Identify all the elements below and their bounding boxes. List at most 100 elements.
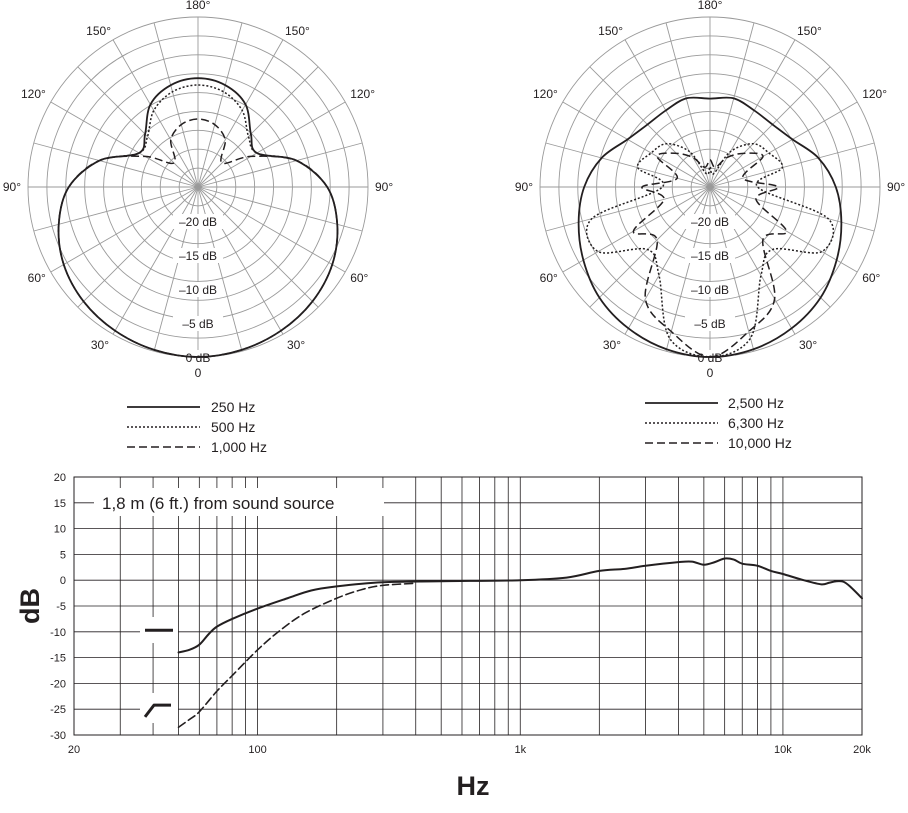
y-tick-label: -15 <box>50 653 66 665</box>
ring-label-backdrop <box>685 248 735 263</box>
title-backdrop <box>94 488 384 516</box>
ring-label: –15 dB <box>691 249 729 263</box>
grid-spoke <box>112 186 199 335</box>
grid-spoke <box>709 142 875 188</box>
angle-label: 90° <box>3 180 21 194</box>
angle-label: 90° <box>375 180 393 194</box>
angle-label: 150° <box>797 24 822 38</box>
ring-label: –5 dB <box>694 317 725 331</box>
ring-label-backdrop <box>173 248 223 263</box>
x-tick-label: 20 <box>68 744 80 756</box>
grid-spoke <box>709 186 796 335</box>
angle-label: 180° <box>186 0 211 12</box>
angle-label: 120° <box>862 87 887 101</box>
grid-spoke <box>50 186 199 273</box>
angle-label: 30° <box>603 338 621 352</box>
y-axis-label: dB <box>15 588 45 624</box>
legend-label: 250 Hz <box>211 399 255 415</box>
grid-spoke <box>77 66 199 188</box>
angle-label: 60° <box>540 271 558 285</box>
grid-spoke <box>709 186 858 273</box>
legend-label: 2,500 Hz <box>728 395 784 411</box>
grid-spoke <box>709 101 858 188</box>
legend-label: 500 Hz <box>211 419 255 435</box>
angle-label: 0 <box>195 366 202 380</box>
angle-label: 120° <box>21 87 46 101</box>
grid-spoke <box>197 39 284 188</box>
y-tick-label: -25 <box>50 704 66 716</box>
grid-spoke <box>197 186 319 308</box>
legend-low-frequencies: 250 Hz 500 Hz 1,000 Hz <box>127 399 267 455</box>
polar-chart-high-frequencies: 180° 150° 150° 120° 120° 90° 90° 60° 60° 30° 30° 0 –… <box>515 0 906 380</box>
grid-spoke <box>545 142 711 188</box>
grid-spoke <box>624 39 711 188</box>
grid-spoke <box>709 39 796 188</box>
frequency-grid <box>73 476 863 736</box>
grid-spoke <box>197 22 243 188</box>
x-tick-label: 1k <box>514 744 526 756</box>
polar-grid <box>539 16 881 358</box>
grid-spoke <box>624 186 711 335</box>
x-tick-label: 20k <box>853 744 871 756</box>
polar-series-curve <box>632 152 788 358</box>
grid-spoke <box>33 142 199 188</box>
polar-chart-low-frequencies: 180° 150° 150° 120° 120° 90° 90° 60° 60° 30° 30° 0 –… <box>3 0 394 380</box>
y-tick-label: 20 <box>54 472 66 484</box>
grid-spoke <box>33 186 199 232</box>
angle-label: 60° <box>28 271 46 285</box>
grid-spoke <box>709 186 875 232</box>
angle-label: 60° <box>862 271 880 285</box>
grid-spoke <box>197 186 346 273</box>
angle-label: 30° <box>287 338 305 352</box>
grid-spoke <box>197 186 284 335</box>
polar-series-curve <box>577 96 843 358</box>
low-cut-setting-icon <box>143 703 171 718</box>
x-tick-label: 10k <box>774 744 792 756</box>
y-tick-label: -10 <box>50 627 66 639</box>
grid-spoke <box>589 66 711 188</box>
ring-label: –20 dB <box>179 215 217 229</box>
angle-label: 30° <box>91 338 109 352</box>
y-tick-label: -20 <box>50 678 66 690</box>
legend-high-frequencies: 2,500 Hz 6,300 Hz 10,000 Hz <box>645 395 792 451</box>
response-curve <box>177 557 863 654</box>
grid-spoke <box>153 22 199 188</box>
legend-label: 6,300 Hz <box>728 415 784 431</box>
angle-label: 180° <box>698 0 723 12</box>
x-axis-label: Hz <box>457 771 490 801</box>
angle-label: 60° <box>350 271 368 285</box>
grid-spoke <box>197 66 319 188</box>
legend-label: 1,000 Hz <box>211 439 267 455</box>
ring-label-backdrop <box>685 316 735 331</box>
ring-label: –10 dB <box>179 283 217 297</box>
rolloff-switch-symbols <box>140 617 178 723</box>
y-tick-label: 15 <box>54 498 66 510</box>
legend-label: 10,000 Hz <box>728 435 792 451</box>
grid-spoke <box>709 186 831 308</box>
grid-spoke <box>589 186 711 308</box>
ring-label-backdrop <box>173 282 223 297</box>
symbol-backdrop <box>140 693 178 723</box>
response-curve <box>177 582 417 729</box>
grid-spoke <box>665 22 711 188</box>
grid-spoke <box>197 186 363 232</box>
angle-label: 150° <box>285 24 310 38</box>
grid-spoke <box>545 186 711 232</box>
y-tick-label: -30 <box>50 730 66 742</box>
ring-label-backdrop <box>685 214 735 229</box>
angle-label: 90° <box>887 180 905 194</box>
grid-spoke <box>197 101 346 188</box>
ring-label: –10 dB <box>691 283 729 297</box>
plot-frame <box>73 476 863 736</box>
grid-spoke <box>562 186 711 273</box>
angle-label: 120° <box>350 87 375 101</box>
grid-spoke <box>77 186 199 308</box>
y-tick-label: 10 <box>54 524 66 536</box>
grid-spoke <box>50 101 199 188</box>
polar-grid <box>27 16 369 358</box>
grid-spoke <box>112 39 199 188</box>
grid-spoke <box>709 66 831 188</box>
x-tick-label: 100 <box>248 744 266 756</box>
